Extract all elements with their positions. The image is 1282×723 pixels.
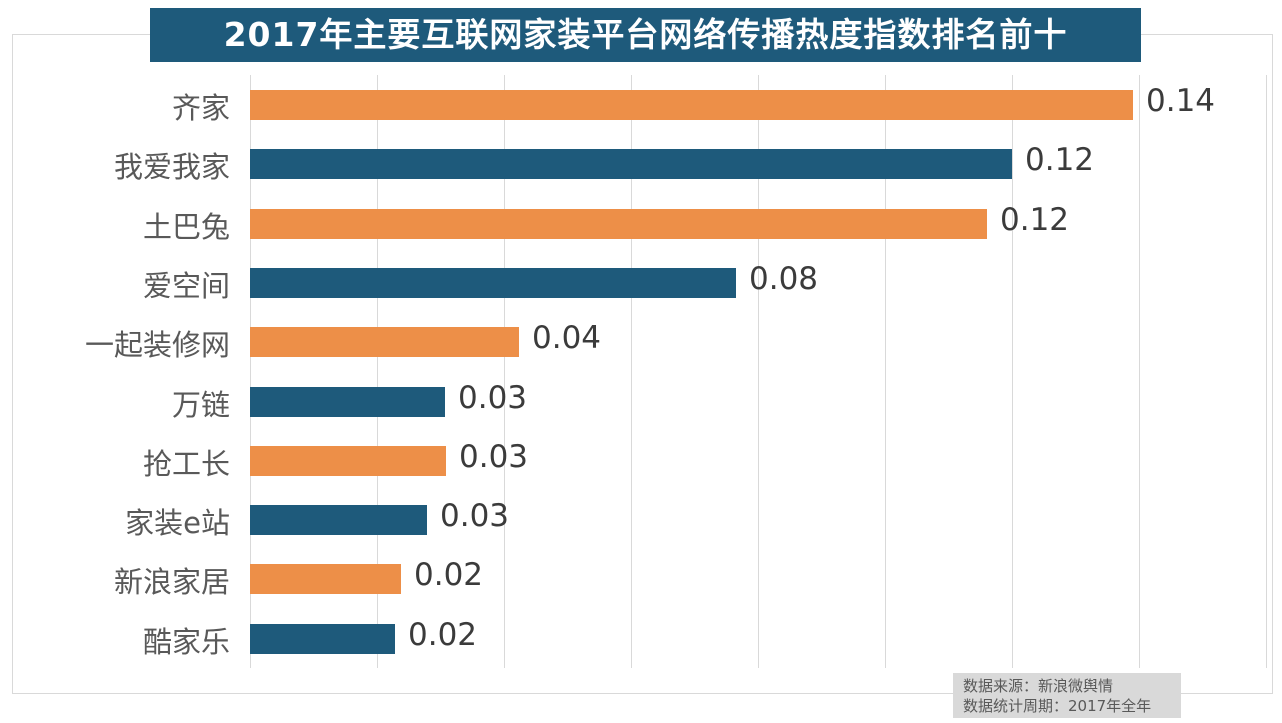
- category-label: 新浪家居: [113, 565, 230, 600]
- value-label: 0.14: [1146, 83, 1216, 119]
- bar-row: 万链 0.03: [0, 372, 1282, 431]
- bar-rows: 齐家 0.14 我爱我家 0.12 土巴兔 0.12 爱空间 0.08 一起装修网 0.04 万链 0…: [0, 75, 1282, 668]
- gridline: [758, 75, 759, 668]
- gridline: [885, 75, 886, 668]
- bar-row: 爱空间 0.08: [0, 253, 1282, 312]
- bar: [250, 505, 427, 536]
- chart-border-frame: [12, 34, 1273, 694]
- value-label: 0.12: [1025, 142, 1095, 179]
- category-label: 一起装修网: [84, 328, 230, 363]
- chart-title: 2017年主要互联网家装平台网络传播热度指数排名前十: [150, 8, 1141, 62]
- value-label: 0.02: [414, 557, 484, 594]
- bar: [250, 327, 519, 358]
- gridline: [377, 75, 378, 668]
- bar: [250, 90, 1133, 120]
- bar-row: 我爱我家 0.12: [0, 134, 1282, 193]
- category-label: 家装e站: [125, 506, 230, 541]
- bar-row: 家装e站 0.03: [0, 490, 1282, 549]
- bar-row: 抢工长 0.03: [0, 431, 1282, 490]
- gridline: [1139, 75, 1140, 668]
- value-label: 0.12: [1000, 201, 1070, 238]
- value-label: 0.04: [532, 320, 602, 357]
- category-label: 我爱我家: [113, 150, 230, 185]
- category-label: 酷家乐: [142, 624, 230, 659]
- category-label: 土巴兔: [142, 209, 230, 244]
- source-line-2: 数据统计周期：2017年全年: [963, 697, 1152, 715]
- category-label: 齐家: [171, 91, 230, 125]
- bar: [250, 564, 401, 595]
- bar: [250, 208, 987, 239]
- category-label: 爱空间: [142, 268, 230, 303]
- source-line-1: 数据来源：新浪微舆情: [963, 677, 1114, 695]
- gridline: [1266, 75, 1267, 668]
- bar-row: 新浪家居 0.02: [0, 549, 1282, 608]
- value-label: 0.08: [749, 260, 819, 297]
- value-label: 0.03: [458, 379, 528, 416]
- bar: [250, 623, 395, 654]
- gridline: [1012, 75, 1013, 668]
- bar: [250, 445, 446, 476]
- value-label: 0.02: [408, 616, 478, 653]
- bar: [250, 386, 445, 417]
- value-label: 0.03: [440, 498, 510, 535]
- plot-area: [250, 75, 1267, 668]
- bar-row: 一起装修网 0.04: [0, 312, 1282, 371]
- source-note: 数据来源：新浪微舆情 数据统计周期：2017年全年: [953, 673, 1181, 718]
- gridline: [631, 75, 632, 668]
- bar-row: 齐家 0.14: [0, 75, 1282, 134]
- bar-row: 土巴兔 0.12: [0, 194, 1282, 253]
- bar: [250, 149, 1012, 180]
- bar-row: 酷家乐 0.02: [0, 609, 1282, 668]
- category-label: 抢工长: [142, 446, 230, 481]
- gridline: [504, 75, 505, 668]
- bar: [250, 267, 736, 298]
- gridline: [250, 75, 251, 668]
- category-label: 万链: [171, 387, 230, 422]
- value-label: 0.03: [459, 438, 529, 475]
